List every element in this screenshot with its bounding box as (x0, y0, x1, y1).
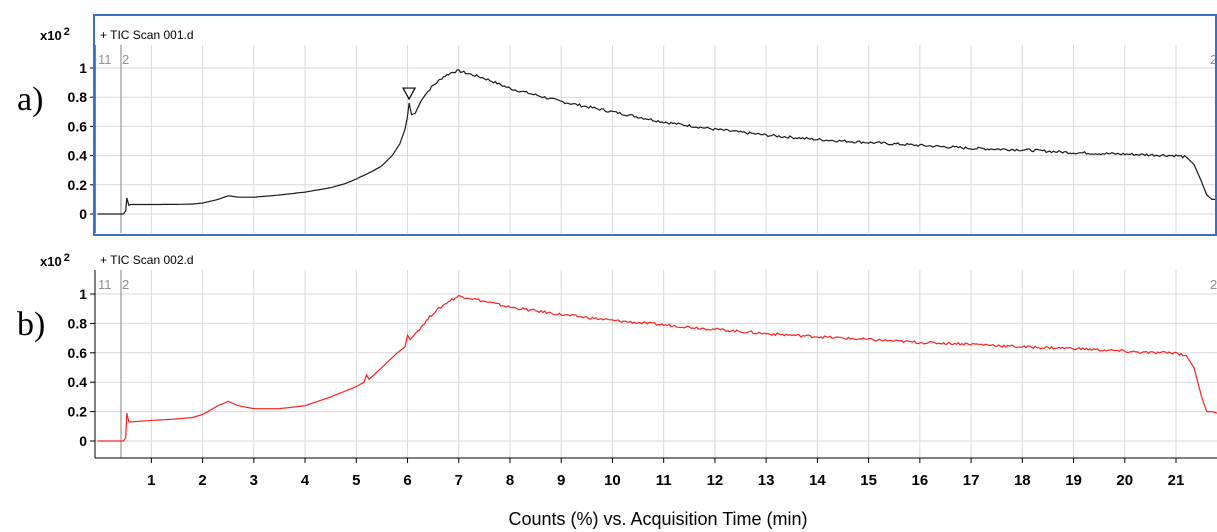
series-a (97, 69, 1217, 215)
series-line (97, 294, 1217, 442)
x-tick-label: 16 (912, 472, 929, 489)
x-tick-label: 3 (250, 472, 258, 489)
y-tick-label: 0.8 (68, 315, 88, 331)
event-label: 2 (122, 277, 129, 292)
x-tick-label: 9 (557, 472, 565, 489)
y-tick-label: 0.4 (68, 148, 88, 164)
markers-a: 11 2 2 (98, 45, 1217, 233)
y-tick-label: 1 (79, 60, 87, 76)
x-tick-label: 14 (809, 472, 826, 489)
chart-title-b: + TIC Scan 002.d (100, 253, 194, 267)
x-tick-label: 19 (1065, 472, 1082, 489)
grid-a (94, 45, 1217, 233)
scale-label-a: x10 2 (40, 26, 70, 43)
x-tick-label: 2 (198, 472, 206, 489)
y-tick-label: 0.2 (68, 177, 88, 193)
x-tick-label: 7 (455, 472, 463, 489)
x-tick-label: 20 (1116, 472, 1133, 489)
y-tick-label: 0 (79, 433, 87, 449)
x-tick-label: 21 (1168, 472, 1185, 489)
series-b (97, 294, 1217, 442)
x-tick-label: 6 (403, 472, 411, 489)
chart-panel-a: a) x10 2 + TIC Scan 001.d 10.80.60.40.20 … (17, 14, 1217, 236)
y-tick-label: 0.6 (68, 118, 88, 134)
x-axis: 1 2 3 4 5 6 7 8 9 10 11 12 13 14 15 16 17 18 19 20 21 (95, 457, 1217, 489)
x-tick-label: 10 (604, 472, 621, 489)
scale-label-b: x10 2 (40, 252, 70, 269)
chart-panel-b: b) x10 2 + TIC Scan 002.d 10.80.60.40.20 … (17, 252, 1217, 489)
peak-marker-icon (402, 87, 417, 101)
y-tick-label: 1 (79, 286, 87, 302)
event-label: 11 (98, 277, 112, 292)
x-tick-label: 4 (301, 472, 310, 489)
panel-label-a: a) (17, 81, 43, 118)
event-label: 2 (122, 52, 129, 67)
event-label-right: 2 (1210, 52, 1217, 67)
series-line (97, 69, 1217, 215)
event-label: 11 (98, 52, 112, 67)
markers-b: 11 2 2 (98, 270, 1217, 458)
x-tick-label: 12 (707, 472, 724, 489)
x-tick-label: 8 (506, 472, 514, 489)
x-tick-label: 11 (656, 472, 672, 489)
panel-label-b: b) (17, 306, 45, 343)
y-tick-label: 0.4 (68, 374, 88, 390)
y-tick-label: 0 (79, 206, 87, 222)
x-tick-label: 17 (963, 472, 980, 489)
x-tick-label: 1 (147, 472, 155, 489)
x-tick-label: 15 (860, 472, 877, 489)
y-axis-b: 1 0.8 0.6 0.4 0.2 0 (68, 286, 95, 449)
event-label-right: 2 (1210, 277, 1217, 292)
x-tick-label: 18 (1014, 472, 1031, 489)
y-axis-a: 1 0.8 0.6 0.4 0.2 0 (68, 60, 95, 222)
selected-panel-frame[interactable] (93, 14, 1217, 236)
y-tick-label: 0.8 (68, 89, 88, 105)
x-axis-label: Counts (%) vs. Acquisition Time (min) (508, 509, 807, 529)
y-tick-label: 0.2 (68, 404, 88, 420)
scale-base-b: x10 (40, 254, 62, 269)
x-tick-label: 13 (758, 472, 775, 489)
chart-title-a: + TIC Scan 001.d (100, 28, 194, 42)
scale-exponent-a: 2 (64, 26, 70, 38)
scale-exponent-b: 2 (64, 252, 70, 264)
y-tick-label: 0.6 (68, 345, 88, 361)
x-tick-label: 5 (352, 472, 360, 489)
grid-b (94, 270, 1217, 458)
scale-base-a: x10 (40, 28, 62, 43)
